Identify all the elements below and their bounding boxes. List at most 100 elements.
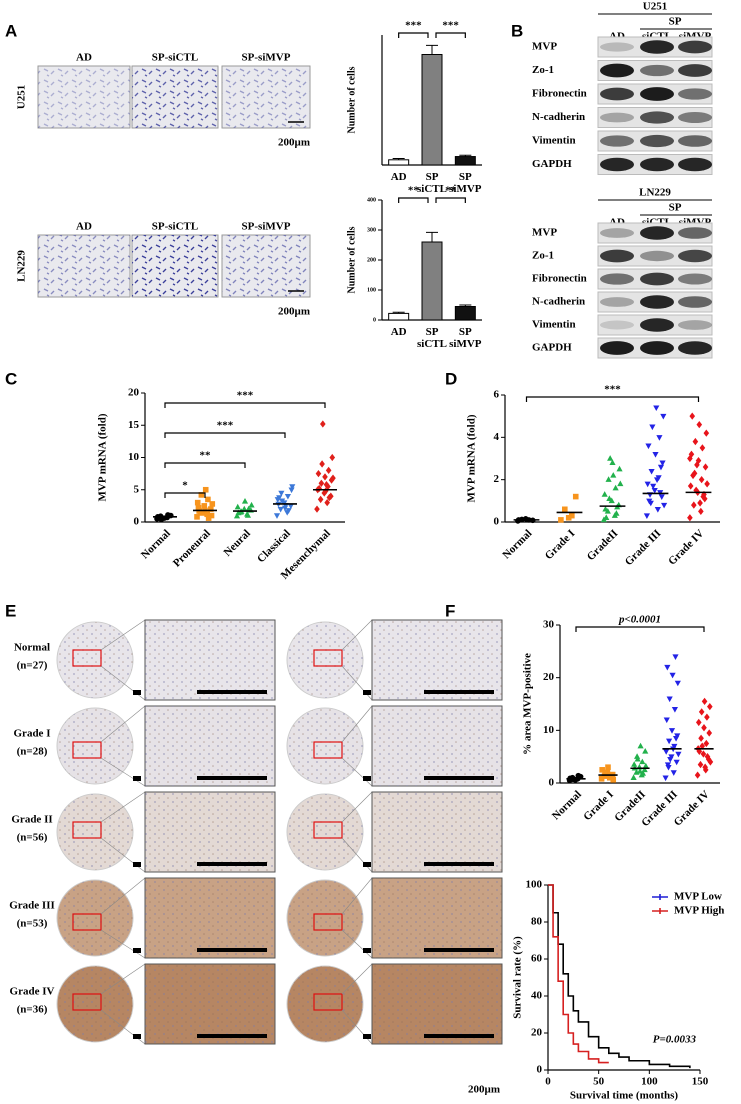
grade-label: Grade III (9, 900, 55, 912)
point (703, 429, 710, 437)
blot-band (600, 87, 634, 101)
point (202, 486, 209, 493)
point (707, 702, 713, 711)
roi-box (72, 993, 102, 1011)
blot-band (640, 295, 674, 309)
x-tick-label: Proneural (171, 527, 213, 569)
survival-curve (548, 884, 609, 1064)
point (666, 738, 673, 745)
point (705, 755, 712, 763)
y-tick-label: 0 (549, 777, 555, 789)
scale-bar (197, 776, 267, 780)
scale-bar (424, 862, 494, 866)
grade-n: (n=27) (17, 660, 48, 672)
scale-bar (133, 776, 141, 781)
point (201, 503, 208, 509)
y-tick-label: 15 (128, 419, 140, 431)
blot-protein: GAPDH (532, 342, 572, 354)
roi-link (100, 757, 146, 787)
blot-band (640, 64, 674, 77)
error-bar (459, 154, 472, 157)
point (317, 495, 324, 504)
point (702, 463, 709, 471)
roi-link (100, 791, 146, 823)
point (288, 487, 295, 494)
point (666, 696, 673, 703)
y-tick-label: 80 (531, 916, 543, 928)
x-tick-label: SP siMVP (449, 171, 482, 195)
x-tick-label: Grade III (623, 527, 664, 568)
blot-group: SP (669, 202, 682, 214)
x-tick-label: AD (391, 171, 407, 183)
y-tick-label: 10 (543, 724, 555, 736)
significance-label: *** (405, 20, 422, 32)
point (697, 760, 704, 769)
point (669, 672, 676, 679)
blot-cell-line: U251 (643, 1, 667, 13)
point (664, 762, 672, 768)
point (287, 503, 294, 510)
point (273, 513, 281, 519)
blot-band (600, 273, 634, 285)
roi-link (341, 757, 373, 787)
blot-cell-line: LN229 (639, 187, 671, 199)
significance-bracket (435, 32, 466, 38)
x-tick-label: SP siCTL (417, 171, 447, 195)
point (645, 443, 652, 450)
point (330, 474, 336, 482)
blot-protein: Fibronectin (532, 273, 587, 285)
roi-link (100, 929, 146, 959)
y-tick-label: 0 (537, 1064, 543, 1076)
point (687, 482, 694, 490)
scale-bar (424, 776, 494, 780)
point (652, 452, 659, 458)
point (278, 490, 285, 497)
point (245, 505, 252, 512)
point (691, 501, 697, 509)
blot-band (600, 320, 634, 330)
point (671, 707, 678, 713)
point (326, 493, 333, 502)
point (688, 450, 695, 458)
point (706, 729, 713, 737)
error-bar (426, 231, 438, 242)
blot-band (678, 40, 712, 54)
point (693, 486, 699, 494)
point (607, 455, 614, 461)
scale-bar (363, 776, 371, 781)
significance-bracket (164, 432, 286, 438)
condition-label: AD (76, 52, 92, 64)
point (687, 514, 693, 522)
point (696, 420, 703, 429)
point (694, 461, 700, 469)
blot-band (640, 134, 674, 148)
blot-band (600, 63, 634, 78)
point (672, 654, 679, 660)
y-tick-label: 0 (494, 516, 500, 528)
blot-band (600, 341, 634, 355)
blot-protein: N-cadherin (532, 296, 585, 308)
scale-bar (424, 948, 494, 952)
condition-label: AD (76, 221, 92, 233)
point (289, 484, 296, 490)
point (610, 777, 617, 783)
condition-label: SP-siCTL (152, 52, 198, 64)
point (241, 498, 249, 504)
point (675, 751, 682, 758)
point (674, 680, 681, 687)
point (670, 770, 677, 776)
point (617, 480, 624, 487)
blot-band (640, 272, 674, 286)
blot-band (678, 157, 712, 172)
point (642, 762, 649, 769)
x-tick-label: Grade I (581, 788, 616, 823)
significance-label: ** (408, 185, 420, 197)
point (194, 514, 200, 520)
grade-n: (n=53) (17, 918, 48, 930)
point (657, 464, 665, 471)
micrograph-cells (222, 235, 310, 297)
point (699, 742, 706, 750)
roi-box (313, 821, 343, 839)
significance-label: *** (217, 420, 234, 432)
blot-band (640, 341, 674, 355)
